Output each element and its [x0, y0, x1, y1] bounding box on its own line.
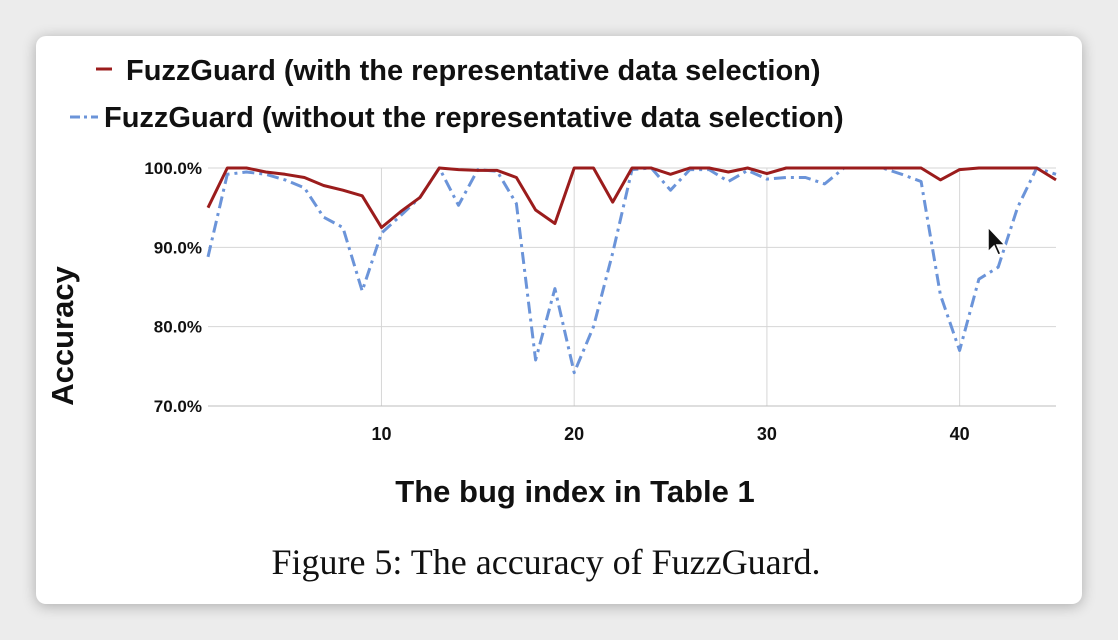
legend-label-without-selection: FuzzGuard (without the representative da…	[104, 102, 844, 134]
y-axis-title: Accuracy	[45, 265, 80, 405]
x-axis-title: The bug index in Table 1	[395, 474, 754, 509]
figure-card: FuzzGuard (with the representative data …	[36, 36, 1082, 604]
x-tick-labels: 10 20 30 40	[371, 424, 969, 444]
series-lines	[206, 166, 1057, 375]
y-tick-labels: 70.0% 80.0% 90.0% 100.0%	[144, 159, 202, 416]
figure-caption: Figure 5: The accuracy of FuzzGuard.	[271, 542, 820, 582]
grid-lines	[208, 167, 1056, 407]
series-line-without-selection	[206, 166, 1057, 375]
series-line-with-selection	[206, 166, 1057, 229]
y-tick-label: 80.0%	[154, 318, 202, 337]
x-tick-label: 20	[564, 424, 584, 444]
legend: FuzzGuard (with the representative data …	[70, 55, 844, 134]
mouse-cursor-icon	[987, 225, 1007, 256]
y-tick-label: 70.0%	[154, 397, 202, 416]
legend-label-with-selection: FuzzGuard (with the representative data …	[126, 55, 821, 87]
y-tick-label: 90.0%	[154, 238, 202, 257]
y-tick-label: 100.0%	[144, 159, 202, 178]
accuracy-line-chart: FuzzGuard (with the representative data …	[45, 55, 1057, 582]
x-tick-label: 10	[371, 424, 391, 444]
x-tick-label: 40	[950, 424, 970, 444]
x-tick-label: 30	[757, 424, 777, 444]
